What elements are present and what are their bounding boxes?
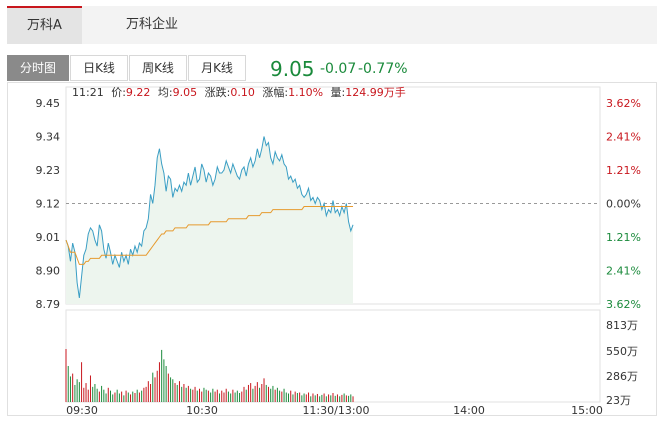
volume-tick-label: 550万 bbox=[606, 345, 638, 358]
info-chg: 0.10 bbox=[230, 86, 255, 99]
y-tick-label: 9.12 bbox=[36, 198, 61, 211]
x-tick-label: 09:30 bbox=[66, 404, 98, 417]
info-price: 9.22 bbox=[126, 86, 151, 99]
pct-tick-label: 1.21% bbox=[606, 231, 641, 244]
chart-frame bbox=[7, 82, 657, 416]
tab-monthly-k[interactable]: 月K线 bbox=[188, 55, 246, 81]
info-readout: 11:21 价:9.22 均:9.05 涨跌:0.10 涨幅:1.10% 量:1… bbox=[72, 85, 406, 99]
info-time: 11:21 bbox=[72, 86, 104, 99]
tab-daily-k[interactable]: 日K线 bbox=[70, 55, 128, 81]
price-area-fill bbox=[66, 136, 354, 304]
pct-tick-label: 3.62% bbox=[606, 97, 641, 110]
price-area bbox=[66, 136, 354, 304]
stock-tab-bar: 万科A 万科企业 bbox=[7, 6, 657, 44]
pct-tick-label: 1.21% bbox=[606, 164, 641, 177]
y-tick-label: 9.23 bbox=[36, 164, 61, 177]
info-price-label: 价: bbox=[111, 86, 126, 99]
x-tick-label: 15:00 bbox=[571, 404, 603, 417]
y-tick-label: 9.45 bbox=[36, 97, 61, 110]
tab-wanke-enterprise[interactable]: 万科企业 bbox=[125, 17, 178, 32]
volume-tick-label: 23万 bbox=[606, 394, 631, 407]
volume-tick-label: 813万 bbox=[606, 319, 638, 332]
tab-wanke-a[interactable]: 万科A bbox=[7, 6, 82, 44]
info-avg-label: 均: bbox=[158, 86, 173, 99]
x-tick-label: 14:00 bbox=[453, 404, 485, 417]
axis-ticks: 9.45 3.62% 9.34 2.41% 9.23 1.21% 9.12 0.00% 9.01… bbox=[36, 97, 641, 417]
y-tick-label: 8.79 bbox=[36, 298, 61, 311]
pct-tick-label: 2.41% bbox=[606, 265, 641, 278]
current-price: 9.05 bbox=[270, 57, 315, 81]
y-tick-label: 9.34 bbox=[36, 131, 61, 144]
pct-tick-label: 2.41% bbox=[606, 131, 641, 144]
tab-weekly-k[interactable]: 周K线 bbox=[129, 55, 187, 81]
x-tick-label: 10:30 bbox=[186, 404, 218, 417]
volume-tick-label: 286万 bbox=[606, 370, 638, 383]
price-line bbox=[65, 136, 354, 298]
info-chg-label: 涨跌: bbox=[205, 85, 231, 99]
info-chgpct: 1.10% bbox=[288, 86, 323, 99]
info-vol-label: 量: bbox=[331, 86, 346, 99]
volume-bars bbox=[65, 348, 354, 402]
info-chgpct-label: 涨幅: bbox=[262, 86, 288, 99]
tab-intraday[interactable]: 分时图 bbox=[7, 55, 69, 81]
pct-tick-label: 0.00% bbox=[606, 198, 641, 211]
price-change-pct: -0.77% bbox=[358, 61, 408, 77]
x-tick-label: 11:30/13:00 bbox=[302, 404, 369, 417]
price-change: -0.07 bbox=[320, 61, 357, 77]
y-tick-label: 9.01 bbox=[36, 231, 61, 244]
info-vol: 124.99万手 bbox=[345, 85, 406, 99]
pct-tick-label: 3.62% bbox=[606, 298, 641, 311]
info-avg: 9.05 bbox=[173, 86, 198, 99]
avg-price-line bbox=[65, 206, 354, 265]
price-lines bbox=[65, 136, 354, 298]
y-tick-label: 8.90 bbox=[36, 265, 61, 278]
